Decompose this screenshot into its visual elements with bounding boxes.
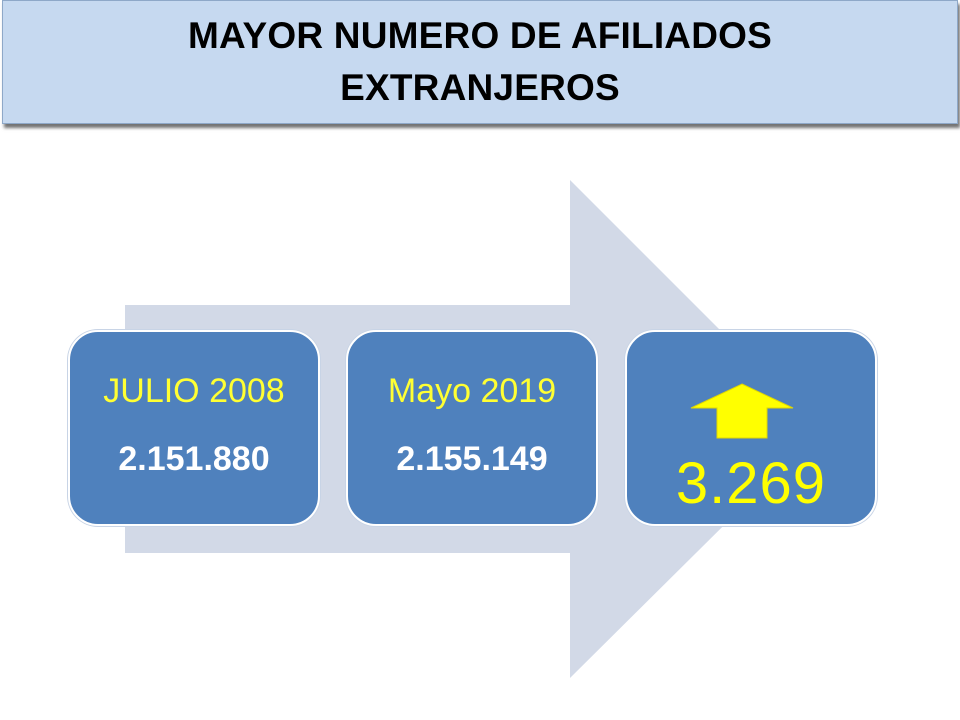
title-line-1: MAYOR NUMERO DE AFILIADOS xyxy=(187,15,772,56)
up-arrow-icon xyxy=(690,383,794,439)
step-label: Mayo 2019 xyxy=(387,372,557,410)
title-line-2: EXTRANJEROS xyxy=(340,67,620,108)
result-value: 3.269 xyxy=(675,451,827,516)
step-value: 2.155.149 xyxy=(396,440,548,478)
title-banner: MAYOR NUMERO DE AFILIADOS EXTRANJEROS xyxy=(2,0,958,124)
result-box: 3.269 xyxy=(625,330,877,526)
step-label: JULIO 2008 xyxy=(103,372,285,410)
step-box-july-2008: JULIO 2008 2.151.880 xyxy=(68,330,320,526)
step-box-may-2019: Mayo 2019 2.155.149 xyxy=(346,330,598,526)
step-value: 2.151.880 xyxy=(118,440,270,478)
